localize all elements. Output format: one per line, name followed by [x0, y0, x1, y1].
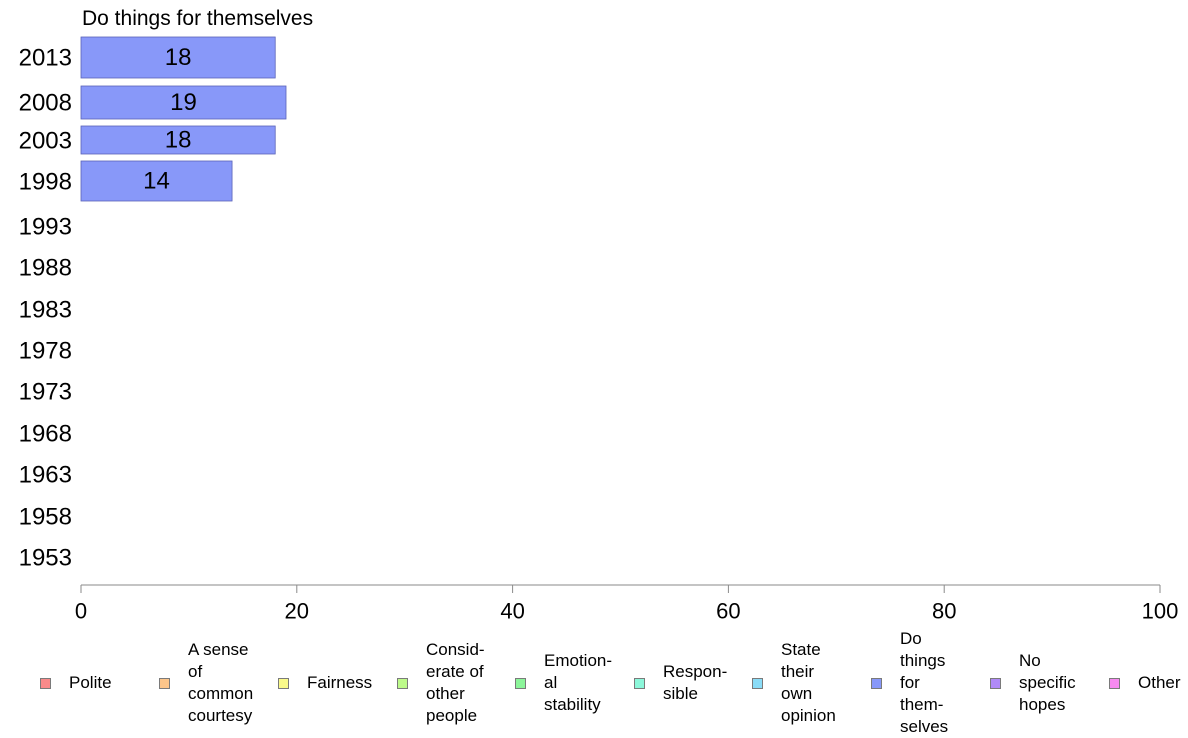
year-label-1998: 1998 — [19, 169, 72, 196]
legend-label: A sense of common courtesy — [188, 640, 254, 725]
year-label-1973: 1973 — [19, 379, 72, 406]
year-label-2008: 2008 — [19, 90, 72, 117]
x-axis: 0 20 40 60 80 100 — [75, 584, 1179, 624]
legend-swatch — [278, 677, 289, 689]
legend-label: Fairness — [307, 673, 373, 692]
bar-2013 — [80, 36, 276, 79]
legend-swatch — [397, 677, 408, 689]
legend-swatch — [990, 677, 1001, 689]
legend-item: State their own opinion — [752, 630, 836, 736]
x-tick-label-20: 20 — [285, 599, 309, 624]
legend-swatch — [515, 677, 526, 689]
legend-label: Emotion- al stability — [544, 651, 613, 714]
legend-item: No specific hopes — [990, 630, 1076, 736]
legend-swatch — [752, 677, 763, 689]
chart-svg: Do things for themselves 2013 2008 2003 199… — [19, 7, 1179, 624]
legend-swatch — [159, 677, 170, 689]
year-label-1993: 1993 — [19, 214, 72, 241]
legend-item: Fairness — [278, 630, 372, 736]
year-label-1978: 1978 — [19, 338, 72, 365]
year-label-1953: 1953 — [19, 545, 72, 572]
year-label-1968: 1968 — [19, 421, 72, 448]
year-labels: 2013 2008 2003 1998 1993 1988 1983 1978 1973 1968… — [19, 45, 72, 572]
legend-item: Respon- sible — [634, 630, 727, 736]
legend: Polite A sense of common courtesy Fairness… — [0, 629, 1188, 736]
legend-label: Other — [1138, 673, 1181, 692]
year-label-1958: 1958 — [19, 504, 72, 531]
x-tick-label-100: 100 — [1142, 599, 1179, 624]
bars: 18 19 18 14 — [80, 36, 287, 202]
legend-swatch — [634, 677, 645, 689]
legend-label: No specific hopes — [1019, 651, 1076, 714]
legend-label: Polite — [69, 673, 112, 692]
legend-item: Polite — [40, 630, 112, 736]
bar-value-label-2003: 18 — [165, 127, 192, 154]
legend-label: Do things for them- selves — [900, 629, 949, 736]
legend-item: Other — [1109, 630, 1181, 736]
x-tick-label-80: 80 — [932, 599, 956, 624]
x-tick-label-0: 0 — [75, 599, 87, 624]
legend-label: State their own opinion — [781, 640, 836, 725]
bar-2003 — [80, 125, 276, 155]
legend-swatch — [1109, 677, 1120, 689]
chart-title: Do things for themselves — [82, 7, 313, 30]
year-label-1983: 1983 — [19, 297, 72, 324]
bar-2008 — [80, 85, 287, 120]
bar-value-label-2008: 19 — [170, 89, 197, 116]
year-label-1988: 1988 — [19, 255, 72, 282]
legend-item: Consid- erate of other people — [397, 630, 485, 736]
legend-swatch — [40, 677, 51, 689]
bar-value-label-2013: 18 — [165, 44, 192, 71]
year-label-2013: 2013 — [19, 45, 72, 72]
legend-swatch — [871, 677, 882, 689]
x-tick-label-60: 60 — [716, 599, 740, 624]
legend-label: Respon- sible — [663, 662, 728, 703]
year-label-2003: 2003 — [19, 128, 72, 155]
year-label-1963: 1963 — [19, 462, 72, 489]
bar-1998 — [80, 160, 233, 202]
legend-label: Consid- erate of other people — [426, 640, 485, 725]
bar-value-label-1998: 14 — [143, 168, 170, 195]
legend-item: Emotion- al stability — [515, 630, 612, 736]
x-tick-label-40: 40 — [500, 599, 524, 624]
legend-item: A sense of common courtesy — [159, 630, 253, 736]
legend-item: Do things for them- selves — [871, 629, 949, 736]
